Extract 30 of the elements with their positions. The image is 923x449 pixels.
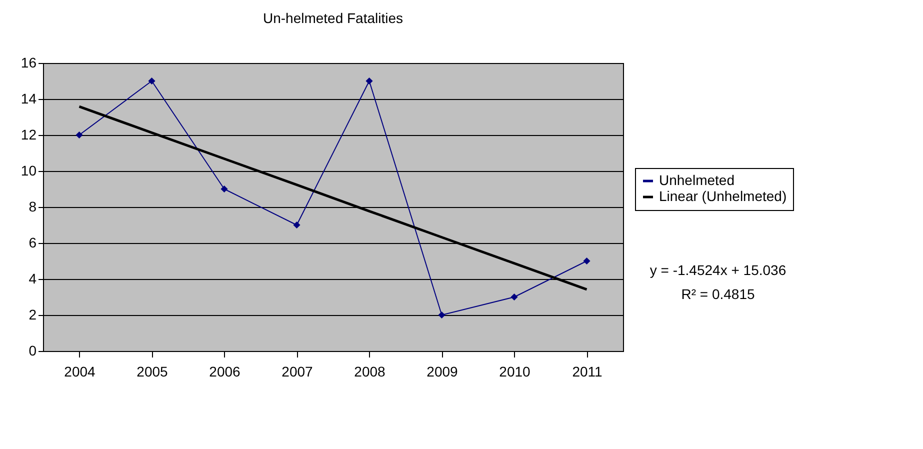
point: [76, 131, 83, 139]
x-tick-label: 2008: [354, 364, 386, 380]
text: R² = 0.4815: [681, 286, 755, 302]
point: [438, 311, 446, 319]
point: [148, 77, 156, 85]
chart-title: Un-helmeted Fatalities: [262, 10, 404, 26]
y-tick-label: 0: [28, 342, 37, 358]
x-tick-label: 2011: [572, 364, 603, 380]
x-tick-label: 2009: [426, 364, 458, 380]
x-tick-label: 2007: [282, 364, 314, 380]
x-tick-label: 2004: [64, 364, 96, 380]
x-tick-label: 2006: [209, 364, 241, 380]
point: [366, 77, 373, 85]
text: y = -1.4524x + 15.036: [650, 262, 786, 278]
y-tick-label: 8: [28, 198, 37, 214]
y-tick-label: 16: [20, 54, 37, 70]
y-tick-label: 12: [20, 126, 37, 142]
y-tick-label: 10: [20, 162, 37, 178]
point: [293, 221, 300, 229]
legend-label: Linear (Unhelmeted): [659, 188, 787, 204]
legend-label: Unhelmeted: [659, 172, 734, 188]
y-tick-label: 2: [28, 306, 37, 322]
point: [583, 257, 590, 265]
point: [220, 185, 228, 193]
x-tick-label: 2010: [499, 364, 531, 380]
y-tick-label: 6: [28, 234, 37, 250]
y-tick-label: 14: [20, 90, 37, 106]
y-tick-label: 4: [28, 270, 37, 286]
point: [510, 293, 518, 301]
x-tick-label: 2005: [136, 364, 168, 380]
